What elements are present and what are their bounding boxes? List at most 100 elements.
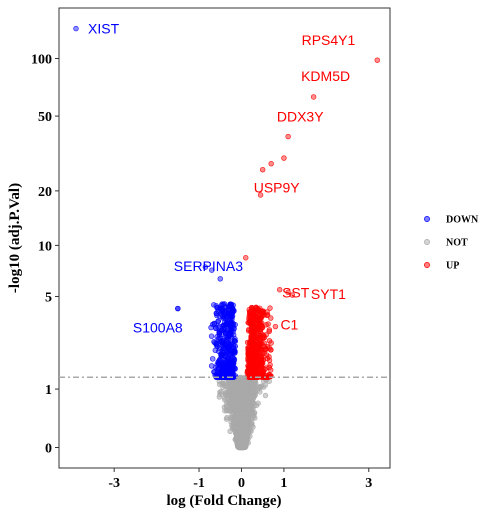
point-up	[254, 367, 260, 374]
legend: DOWN NOT UP	[424, 215, 479, 272]
legend-key-down	[424, 216, 430, 222]
point-up	[262, 346, 268, 352]
point-down	[221, 301, 228, 307]
point-down	[208, 324, 214, 331]
point-up	[245, 362, 251, 369]
point-not	[216, 381, 223, 388]
point-down	[225, 355, 232, 362]
point-down	[228, 326, 234, 332]
point-down	[217, 338, 223, 345]
x-axis: -3 -1 0 1 3	[108, 468, 372, 491]
point-down	[208, 333, 215, 339]
point-not	[250, 424, 256, 430]
point-up	[261, 340, 267, 346]
point-down	[230, 365, 236, 371]
point-up	[251, 341, 258, 347]
point-up	[259, 167, 266, 173]
point-up	[276, 287, 283, 293]
points-layer	[73, 25, 380, 451]
point-up	[245, 353, 252, 359]
point-not	[241, 442, 247, 448]
gene-labels: XIST RPS4Y1 KDM5D DDX3Y USP9Y SERPINA3 SST SYT1…	[88, 21, 356, 336]
point-down	[209, 267, 215, 273]
legend-label-up: UP	[446, 261, 459, 272]
point-up	[261, 350, 267, 357]
point-down	[211, 369, 217, 375]
point-down	[209, 321, 216, 328]
point-not	[240, 400, 247, 406]
point-down	[232, 321, 238, 328]
point-down	[226, 343, 232, 349]
point-up	[374, 57, 380, 63]
point-not	[262, 392, 269, 399]
point-up	[267, 362, 273, 368]
point-up	[253, 333, 259, 340]
point-up	[266, 345, 272, 351]
point-down	[218, 355, 224, 362]
point-not	[242, 418, 249, 424]
point-down	[219, 363, 226, 370]
gene-label: KDM5D	[301, 68, 350, 84]
point-not	[245, 402, 251, 408]
point-down	[214, 305, 220, 311]
point-down	[219, 343, 226, 349]
y-axis: 0 1 5 10 20 50 100	[31, 53, 59, 457]
point-down	[222, 308, 229, 314]
point-down	[223, 322, 230, 328]
point-not	[224, 396, 231, 403]
point-up	[268, 367, 274, 373]
y-tick-label: 10	[38, 239, 52, 254]
point-down	[218, 327, 224, 334]
x-axis-title: log (Fold Change)	[166, 493, 281, 509]
point-down	[217, 276, 223, 282]
point-down	[214, 334, 220, 340]
point-not	[230, 388, 237, 394]
point-up	[249, 365, 255, 371]
point-not	[227, 428, 233, 434]
point-up	[262, 366, 268, 373]
point-down	[229, 339, 235, 345]
point-up	[245, 345, 252, 351]
point-not	[249, 410, 256, 416]
point-down	[73, 25, 79, 32]
point-down	[202, 264, 209, 270]
point-not	[251, 393, 257, 400]
point-down	[215, 360, 222, 366]
point-down	[208, 363, 215, 369]
point-up	[268, 315, 274, 321]
point-up	[267, 305, 273, 311]
gene-label: C1	[280, 317, 298, 333]
point-up	[310, 94, 317, 100]
gene-label: SYT1	[311, 286, 346, 302]
point-not	[238, 406, 245, 412]
point-up	[248, 316, 254, 323]
x-tick-label: -3	[108, 476, 120, 491]
point-up	[252, 361, 259, 368]
point-up	[272, 323, 279, 330]
gene-label: XIST	[88, 21, 120, 37]
point-not	[218, 389, 224, 395]
point-down	[231, 338, 238, 344]
y-tick-label: 5	[45, 290, 52, 305]
point-up	[250, 308, 257, 315]
point-up	[266, 354, 272, 360]
x-tick-label: 3	[365, 476, 372, 491]
x-tick-label: 0	[238, 476, 245, 491]
point-not	[223, 389, 229, 395]
point-up	[263, 332, 269, 338]
point-up	[289, 292, 296, 298]
point-not	[250, 399, 256, 406]
point-not	[256, 384, 262, 390]
point-up	[281, 155, 287, 161]
x-tick-label: -1	[193, 476, 205, 491]
point-not	[223, 407, 230, 414]
point-not	[232, 425, 238, 431]
point-up	[253, 313, 259, 320]
gene-label: RPS4Y1	[302, 32, 356, 48]
point-not	[224, 414, 230, 421]
point-up	[266, 328, 272, 335]
point-up	[243, 255, 249, 261]
y-tick-label: 50	[38, 110, 52, 125]
point-down	[213, 310, 220, 316]
